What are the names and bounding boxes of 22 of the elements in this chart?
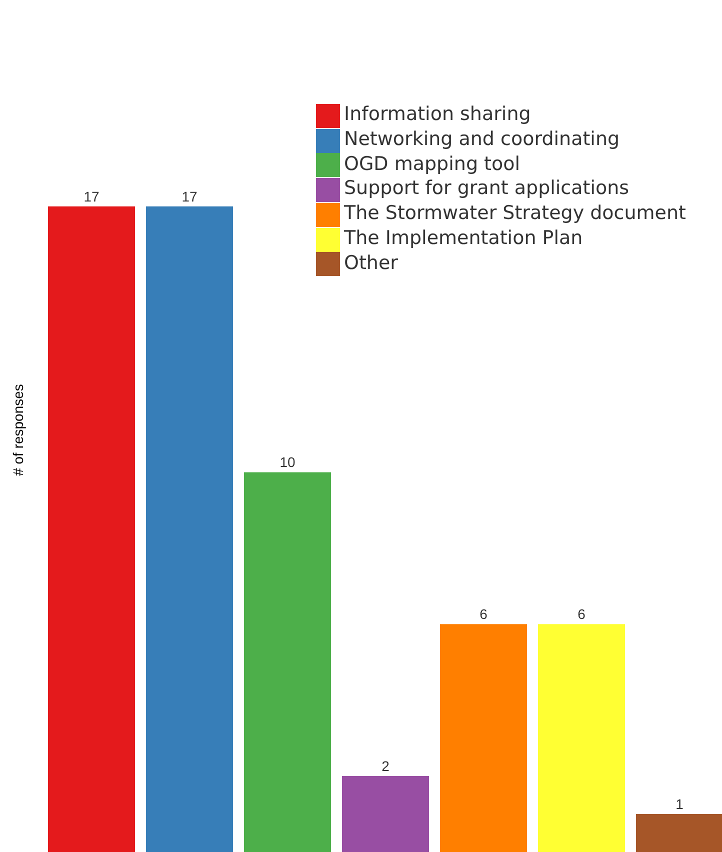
data-label: 6 [578,606,586,622]
bar [244,472,331,852]
legend-label: The Stormwater Strategy document [344,202,686,224]
data-label: 17 [182,188,198,204]
legend-label: Other [344,252,398,274]
data-label: 17 [84,188,100,204]
y-axis-title: # of responses [10,384,26,476]
data-label: 2 [382,758,390,774]
bar [636,814,722,852]
bar [440,624,527,852]
bar [538,624,625,852]
bar [342,776,429,852]
legend-label: Networking and coordinating [344,128,620,150]
legend-label: OGD mapping tool [344,152,520,175]
data-label: 1 [676,796,684,812]
legend-label: Information sharing [344,103,531,125]
data-label: 6 [480,606,488,622]
legend-label: The Implementation Plan [344,226,583,249]
legend-label: Support for grant applications [344,177,630,200]
data-label: 10 [280,454,296,470]
bar [48,206,135,852]
bar [146,206,233,852]
